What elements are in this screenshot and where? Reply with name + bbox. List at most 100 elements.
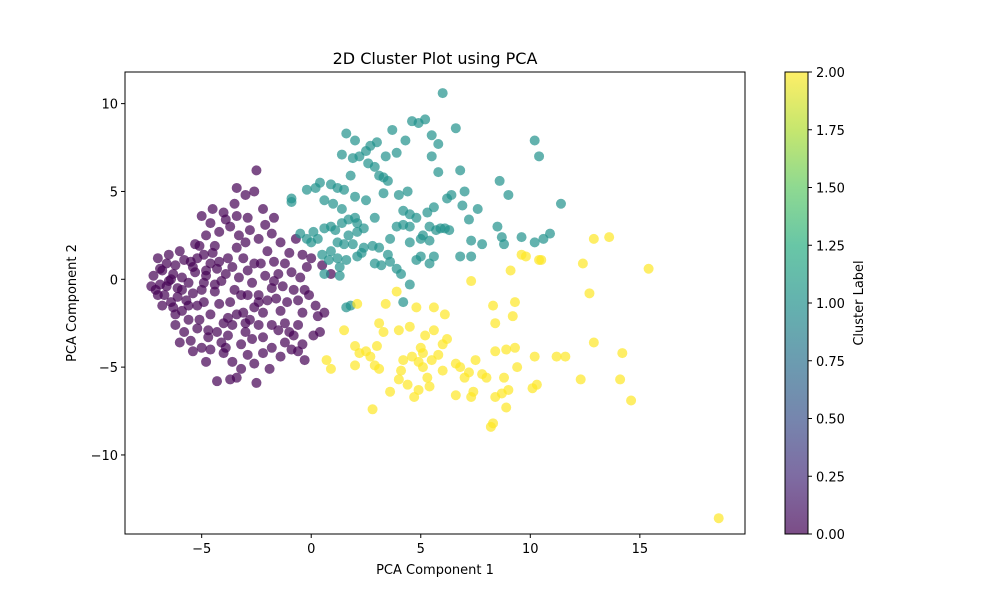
cluster-0-point bbox=[279, 318, 290, 329]
x-tick-label: 10 bbox=[522, 542, 539, 557]
cluster-0-point bbox=[306, 253, 317, 264]
cluster-2-point bbox=[488, 300, 499, 311]
cluster-0-point bbox=[244, 225, 255, 236]
cluster-0-point bbox=[209, 240, 220, 251]
cluster-0-point bbox=[190, 239, 201, 250]
cluster-1-point bbox=[387, 124, 398, 135]
cluster-2-point bbox=[424, 381, 435, 392]
cluster-2-point bbox=[378, 326, 389, 337]
cluster-0-point bbox=[258, 204, 269, 215]
cluster-1-point bbox=[439, 223, 450, 234]
cluster-2-point bbox=[393, 374, 404, 385]
cluster-0-point bbox=[231, 182, 242, 193]
cluster-0-point bbox=[205, 218, 216, 229]
cluster-1-point bbox=[319, 223, 330, 234]
cluster-0-point bbox=[187, 346, 198, 357]
cluster-1-point bbox=[404, 279, 415, 290]
cluster-1-point bbox=[516, 232, 527, 243]
colorbar-tick-label: 1.50 bbox=[816, 182, 845, 197]
y-tick-label: 10 bbox=[101, 98, 118, 113]
cluster-0-point bbox=[268, 212, 279, 223]
cluster-1-point bbox=[415, 233, 426, 244]
colorbar-tick-label: 0.50 bbox=[816, 413, 845, 428]
cluster-0-point bbox=[253, 319, 264, 330]
cluster-2-point bbox=[459, 372, 470, 383]
cluster-0-point bbox=[236, 339, 247, 350]
cluster-0-point bbox=[238, 253, 249, 264]
cluster-2-point bbox=[588, 337, 599, 348]
cluster-0-point bbox=[146, 281, 157, 292]
cluster-0-point bbox=[310, 300, 321, 311]
cluster-1-point bbox=[332, 237, 343, 248]
cluster-1-point bbox=[385, 233, 396, 244]
colorbar-tick-label: 2.00 bbox=[816, 66, 845, 81]
cluster-0-point bbox=[282, 297, 293, 308]
cluster-0-point bbox=[273, 325, 284, 336]
cluster-0-point bbox=[222, 330, 233, 341]
cluster-2-point bbox=[713, 513, 724, 524]
cluster-0-point bbox=[301, 261, 312, 272]
cluster-0-point bbox=[185, 335, 196, 346]
cluster-2-point bbox=[490, 391, 501, 402]
cluster-1-point bbox=[455, 165, 466, 176]
cluster-0-point bbox=[196, 211, 207, 222]
cluster-1-point bbox=[334, 270, 345, 281]
cluster-2-point bbox=[466, 276, 477, 287]
cluster-2-point bbox=[505, 265, 516, 276]
x-tick-label: −5 bbox=[192, 542, 211, 557]
y-tick-label: 5 bbox=[110, 185, 118, 200]
colorbar-tick-label: 0.25 bbox=[816, 470, 845, 485]
cluster-1-point bbox=[336, 204, 347, 215]
cluster-2-point bbox=[385, 386, 396, 397]
cluster-2-point bbox=[575, 374, 586, 385]
cluster-0-point bbox=[293, 295, 304, 306]
colorbar-label: Cluster Label bbox=[852, 260, 867, 345]
cluster-0-point bbox=[194, 314, 205, 325]
cluster-0-point bbox=[183, 300, 194, 311]
cluster-2-point bbox=[439, 309, 450, 320]
cluster-2-point bbox=[481, 372, 492, 383]
cluster-0-point bbox=[179, 326, 190, 337]
cluster-1-point bbox=[503, 189, 514, 200]
cluster-0-point bbox=[209, 279, 220, 290]
cluster-1-point bbox=[356, 247, 367, 258]
cluster-0-point bbox=[157, 300, 168, 311]
cluster-1-point bbox=[396, 269, 407, 280]
cluster-1-point bbox=[437, 88, 448, 99]
cluster-0-point bbox=[260, 219, 271, 230]
cluster-0-point bbox=[262, 246, 273, 257]
cluster-2-point bbox=[509, 342, 520, 353]
cluster-2-point bbox=[420, 330, 431, 341]
cluster-2-point bbox=[321, 355, 332, 366]
cluster-0-point bbox=[271, 293, 282, 304]
cluster-2-point bbox=[466, 391, 477, 402]
cluster-2-point bbox=[455, 362, 466, 373]
cluster-0-point bbox=[242, 212, 253, 223]
cluster-0-point bbox=[233, 272, 244, 283]
cluster-0-point bbox=[240, 318, 251, 329]
y-tick-label: 0 bbox=[110, 273, 118, 288]
cluster-1-point bbox=[426, 151, 437, 162]
cluster-0-point bbox=[225, 297, 236, 308]
cluster-2-point bbox=[428, 302, 439, 313]
data-points bbox=[146, 88, 724, 524]
cluster-0-point bbox=[227, 356, 238, 367]
cluster-2-point bbox=[325, 363, 336, 374]
cluster-1-point bbox=[459, 186, 470, 197]
cluster-1-point bbox=[332, 182, 343, 193]
cluster-0-point bbox=[247, 277, 258, 288]
cluster-0-point bbox=[212, 376, 223, 387]
cluster-0-point bbox=[297, 249, 308, 260]
cluster-1-point bbox=[378, 188, 389, 199]
plot-frame bbox=[124, 71, 746, 535]
y-tick-label: −10 bbox=[91, 449, 118, 464]
cluster-1-point bbox=[325, 246, 336, 257]
cluster-0-point bbox=[284, 247, 295, 258]
cluster-1-point bbox=[367, 240, 378, 251]
x-tick-label: 5 bbox=[417, 542, 425, 557]
cluster-1-point bbox=[286, 196, 297, 207]
cluster-1-point bbox=[529, 237, 540, 248]
cluster-0-point bbox=[209, 286, 220, 297]
